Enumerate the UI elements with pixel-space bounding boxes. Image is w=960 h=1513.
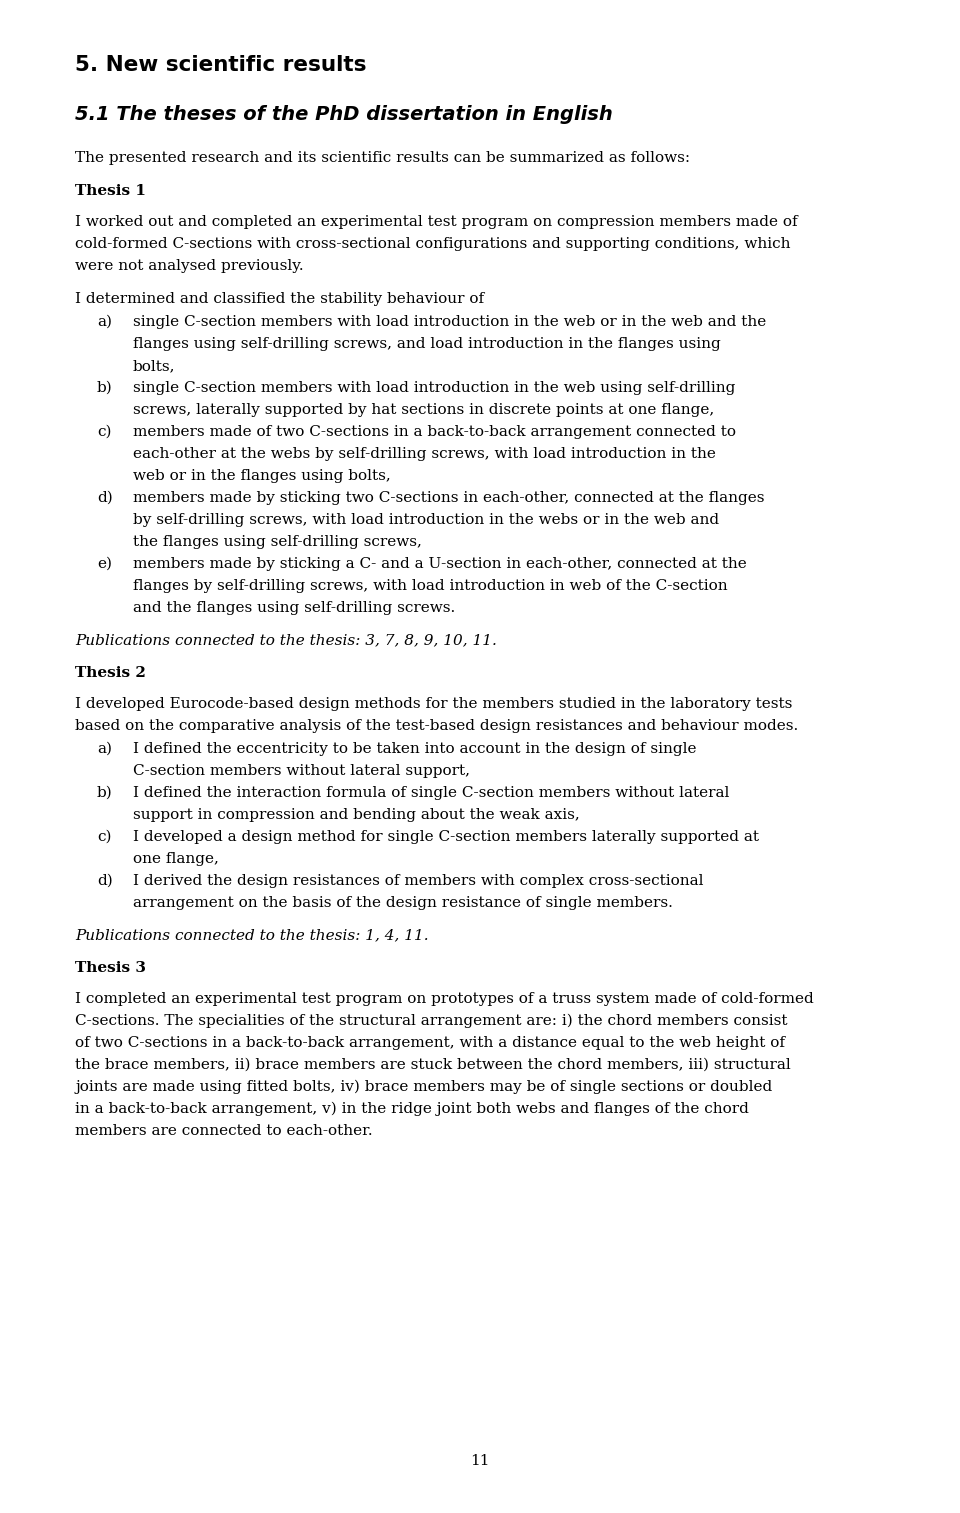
Text: C-section members without lateral support,: C-section members without lateral suppor… — [133, 764, 470, 778]
Text: cold-formed C-sections with cross-sectional configurations and supporting condit: cold-formed C-sections with cross-sectio… — [75, 238, 790, 251]
Text: web or in the flanges using bolts,: web or in the flanges using bolts, — [133, 469, 391, 483]
Text: c): c) — [97, 831, 111, 844]
Text: I determined and classified the stability behaviour of: I determined and classified the stabilit… — [75, 292, 484, 306]
Text: support in compression and bending about the weak axis,: support in compression and bending about… — [133, 808, 580, 822]
Text: I defined the interaction formula of single C-section members without lateral: I defined the interaction formula of sin… — [133, 785, 730, 800]
Text: I worked out and completed an experimental test program on compression members m: I worked out and completed an experiment… — [75, 215, 798, 228]
Text: a): a) — [97, 315, 112, 328]
Text: screws, laterally supported by hat sections in discrete points at one flange,: screws, laterally supported by hat secti… — [133, 402, 714, 418]
Text: c): c) — [97, 425, 111, 439]
Text: Thesis 2: Thesis 2 — [75, 666, 146, 679]
Text: I defined the eccentricity to be taken into account in the design of single: I defined the eccentricity to be taken i… — [133, 741, 697, 756]
Text: based on the comparative analysis of the test-based design resistances and behav: based on the comparative analysis of the… — [75, 719, 799, 732]
Text: were not analysed previously.: were not analysed previously. — [75, 259, 303, 272]
Text: I developed Eurocode-based design methods for the members studied in the laborat: I developed Eurocode-based design method… — [75, 697, 792, 711]
Text: flanges using self-drilling screws, and load introduction in the flanges using: flanges using self-drilling screws, and … — [133, 337, 721, 351]
Text: Thesis 1: Thesis 1 — [75, 185, 146, 198]
Text: 5. New scientific results: 5. New scientific results — [75, 54, 367, 76]
Text: of two C-sections in a back-to-back arrangement, with a distance equal to the we: of two C-sections in a back-to-back arra… — [75, 1036, 785, 1050]
Text: bolts,: bolts, — [133, 359, 176, 374]
Text: members made by sticking a C- and a U-section in each-other, connected at the: members made by sticking a C- and a U-se… — [133, 557, 747, 570]
Text: the brace members, ii) brace members are stuck between the chord members, iii) s: the brace members, ii) brace members are… — [75, 1058, 791, 1073]
Text: I developed a design method for single C-section members laterally supported at: I developed a design method for single C… — [133, 831, 759, 844]
Text: I derived the design resistances of members with complex cross-sectional: I derived the design resistances of memb… — [133, 875, 704, 888]
Text: arrangement on the basis of the design resistance of single members.: arrangement on the basis of the design r… — [133, 896, 673, 909]
Text: Publications connected to the thesis: 1, 4, 11.: Publications connected to the thesis: 1,… — [75, 927, 428, 943]
Text: The presented research and its scientific results can be summarized as follows:: The presented research and its scientifi… — [75, 151, 690, 165]
Text: a): a) — [97, 741, 112, 756]
Text: C-sections. The specialities of the structural arrangement are: i) the chord mem: C-sections. The specialities of the stru… — [75, 1014, 787, 1029]
Text: e): e) — [97, 557, 112, 570]
Text: 5.1 The theses of the PhD dissertation in English: 5.1 The theses of the PhD dissertation i… — [75, 104, 612, 124]
Text: b): b) — [97, 785, 112, 800]
Text: d): d) — [97, 492, 112, 505]
Text: in a back-to-back arrangement, v) in the ridge joint both webs and flanges of th: in a back-to-back arrangement, v) in the… — [75, 1101, 749, 1117]
Text: 11: 11 — [470, 1454, 490, 1468]
Text: flanges by self-drilling screws, with load introduction in web of the C-section: flanges by self-drilling screws, with lo… — [133, 579, 728, 593]
Text: by self-drilling screws, with load introduction in the webs or in the web and: by self-drilling screws, with load intro… — [133, 513, 719, 527]
Text: d): d) — [97, 875, 112, 888]
Text: each-other at the webs by self-drilling screws, with load introduction in the: each-other at the webs by self-drilling … — [133, 446, 716, 461]
Text: single C-section members with load introduction in the web using self-drilling: single C-section members with load intro… — [133, 381, 735, 395]
Text: Publications connected to the thesis: 3, 7, 8, 9, 10, 11.: Publications connected to the thesis: 3,… — [75, 632, 497, 648]
Text: b): b) — [97, 381, 112, 395]
Text: the flanges using self-drilling screws,: the flanges using self-drilling screws, — [133, 536, 421, 549]
Text: joints are made using fitted bolts, iv) brace members may be of single sections : joints are made using fitted bolts, iv) … — [75, 1080, 772, 1094]
Text: members are connected to each-other.: members are connected to each-other. — [75, 1124, 372, 1138]
Text: I completed an experimental test program on prototypes of a truss system made of: I completed an experimental test program… — [75, 993, 814, 1006]
Text: and the flanges using self-drilling screws.: and the flanges using self-drilling scre… — [133, 601, 455, 614]
Text: members made of two C-sections in a back-to-back arrangement connected to: members made of two C-sections in a back… — [133, 425, 736, 439]
Text: one flange,: one flange, — [133, 852, 219, 865]
Text: single C-section members with load introduction in the web or in the web and the: single C-section members with load intro… — [133, 315, 766, 328]
Text: Thesis 3: Thesis 3 — [75, 961, 146, 974]
Text: members made by sticking two C-sections in each-other, connected at the flanges: members made by sticking two C-sections … — [133, 492, 764, 505]
